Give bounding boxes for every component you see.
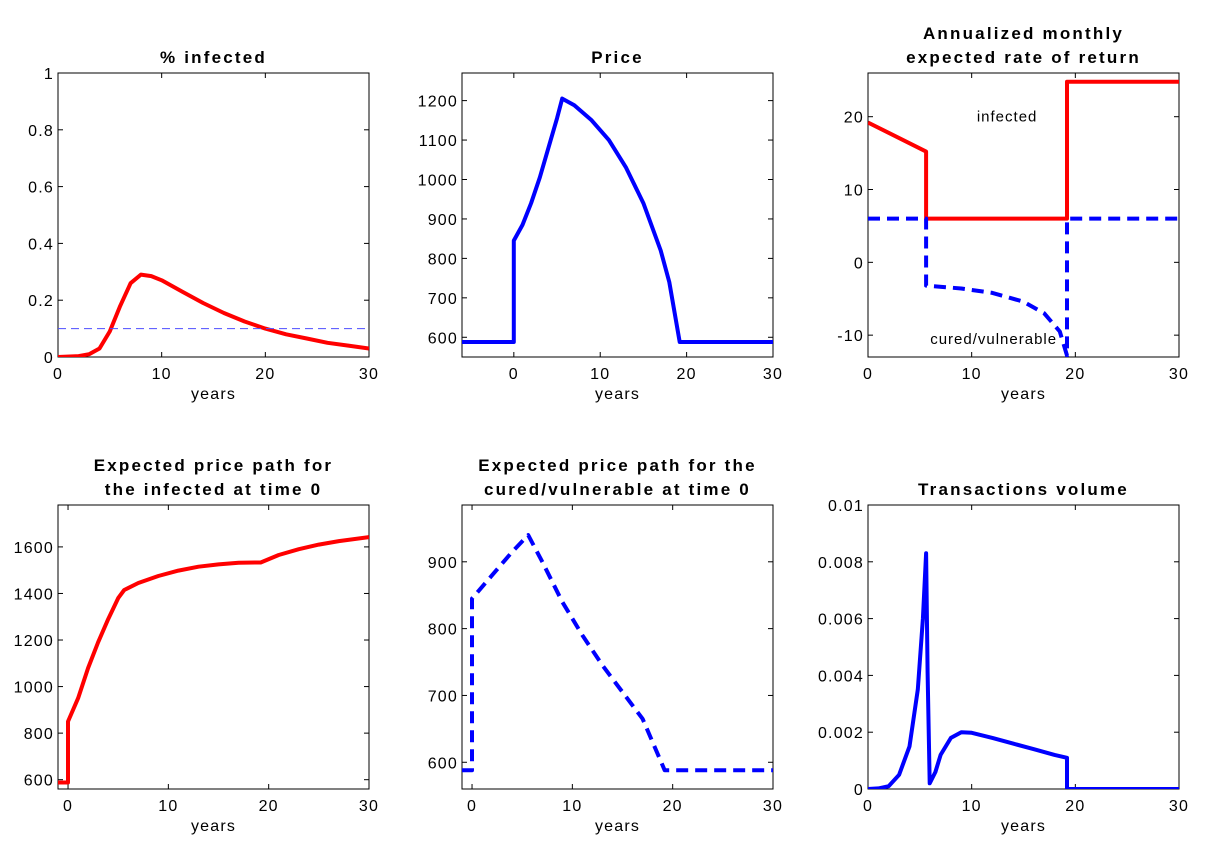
- y-tick-label: 900: [428, 212, 458, 229]
- x-tick-label: 30: [1169, 366, 1189, 383]
- series-line-1: [462, 533, 773, 773]
- y-tick-label: 600: [428, 330, 458, 347]
- chart-title: Transactions volume: [918, 480, 1129, 499]
- x-tick-label: 10: [562, 798, 582, 815]
- x-tick-label: 30: [359, 366, 379, 383]
- y-tick-label: 1400: [14, 586, 54, 603]
- series-line-1: [868, 551, 1179, 789]
- y-tick-label: 0.008: [818, 555, 864, 572]
- chart-title: the infected at time 0: [105, 480, 323, 499]
- y-tick-label: 0: [854, 255, 864, 272]
- x-tick-label: 20: [255, 366, 275, 383]
- series-line-1: [462, 96, 773, 344]
- x-axis-label: years: [595, 386, 640, 403]
- subplot-2: Price 0 10 20 30 600 700 800 900 1000 1100 1200 year…: [418, 48, 783, 403]
- x-tick-label: 30: [1169, 798, 1189, 815]
- y-tick-label: 0.2: [28, 293, 54, 310]
- y-tick-label: 1200: [14, 633, 54, 650]
- chart-title: Expected price path for the: [478, 456, 757, 475]
- y-tick-label: 800: [428, 251, 458, 268]
- axes-frame: [57, 72, 370, 358]
- x-tick-label: 20: [677, 366, 697, 383]
- x-tick-label: 0: [63, 798, 73, 815]
- y-tick-label: 0: [854, 782, 864, 799]
- x-tick-label: 10: [152, 366, 172, 383]
- y-tick-label: -10: [837, 328, 864, 345]
- axes-frame: [867, 72, 1180, 358]
- x-axis-label: years: [595, 818, 640, 835]
- chart-title: % infected: [160, 48, 267, 67]
- y-tick-label: 0.8: [28, 123, 54, 140]
- x-tick-label: 20: [259, 798, 279, 815]
- x-tick-label: 20: [1065, 366, 1085, 383]
- subplot-5: Expected price path for the cured/vulnera…: [428, 456, 783, 835]
- chart-title: Price: [591, 48, 644, 67]
- y-tick-label: 10: [844, 183, 864, 200]
- x-axis-label: years: [1001, 386, 1046, 403]
- x-tick-label: 10: [590, 366, 610, 383]
- y-tick-label: 0.6: [28, 180, 54, 197]
- y-tick-label: 600: [24, 773, 54, 790]
- subplot-1: % infected 0 10 20 30 0 0.2 0.4 0.6 0.8 1 years: [28, 48, 379, 403]
- subplot-6: Transactions volume 0 10 20 30 0 0.002 0.004 0.0…: [818, 480, 1189, 835]
- chart-title: Expected price path for: [94, 456, 334, 475]
- series-line-1: [58, 535, 369, 785]
- subplot-3: Annualized monthly expected rate of retur…: [837, 24, 1189, 403]
- x-axis-label: years: [191, 386, 236, 403]
- chart-title: expected rate of return: [906, 48, 1141, 67]
- x-tick-label: 10: [962, 366, 982, 383]
- y-tick-label: 800: [428, 622, 458, 639]
- x-tick-label: 0: [509, 366, 519, 383]
- series-line-1: [58, 272, 369, 357]
- y-tick-label: 1200: [418, 94, 458, 111]
- axes-frame: [461, 504, 774, 790]
- y-tick-label: 20: [844, 110, 864, 127]
- y-tick-label: 700: [428, 291, 458, 308]
- y-tick-label: 1600: [14, 540, 54, 557]
- y-tick-label: 0.01: [828, 498, 864, 515]
- y-tick-label: 700: [428, 688, 458, 705]
- chart-title: cured/vulnerable at time 0: [484, 480, 751, 499]
- series-line-2: [868, 216, 1179, 357]
- x-axis-label: years: [1001, 818, 1046, 835]
- x-tick-label: 0: [863, 366, 873, 383]
- chart-title: Annualized monthly: [923, 24, 1124, 43]
- y-tick-label: 1000: [418, 173, 458, 190]
- x-tick-label: 20: [663, 798, 683, 815]
- x-tick-label: 30: [359, 798, 379, 815]
- y-tick-label: 0.4: [28, 236, 54, 253]
- y-tick-label: 800: [24, 726, 54, 743]
- x-tick-label: 0: [863, 798, 873, 815]
- series-line-1: [868, 79, 1179, 221]
- x-tick-label: 10: [158, 798, 178, 815]
- y-tick-label: 0.006: [818, 612, 864, 629]
- axes-frame: [57, 504, 370, 790]
- axes-frame: [867, 504, 1180, 790]
- y-tick-label: 0: [44, 350, 54, 367]
- y-tick-label: 0.002: [818, 725, 864, 742]
- x-tick-label: 30: [763, 366, 783, 383]
- y-tick-label: 1000: [14, 680, 54, 697]
- y-tick-label: 900: [428, 555, 458, 572]
- y-tick-label: 1100: [419, 133, 458, 150]
- annotation-label: cured/vulnerable: [930, 331, 1057, 348]
- annotation-label: infected: [977, 109, 1038, 126]
- x-tick-label: 30: [763, 798, 783, 815]
- y-tick-label: 600: [428, 755, 458, 772]
- x-tick-label: 0: [467, 798, 477, 815]
- subplot-4: Expected price path for the infected at t…: [14, 456, 379, 835]
- x-tick-label: 20: [1065, 798, 1085, 815]
- x-tick-label: 10: [962, 798, 982, 815]
- x-tick-label: 0: [53, 366, 63, 383]
- y-tick-label: 1: [44, 66, 54, 83]
- y-tick-label: 0.004: [818, 668, 864, 685]
- axes-frame: [461, 72, 774, 358]
- x-axis-label: years: [191, 818, 236, 835]
